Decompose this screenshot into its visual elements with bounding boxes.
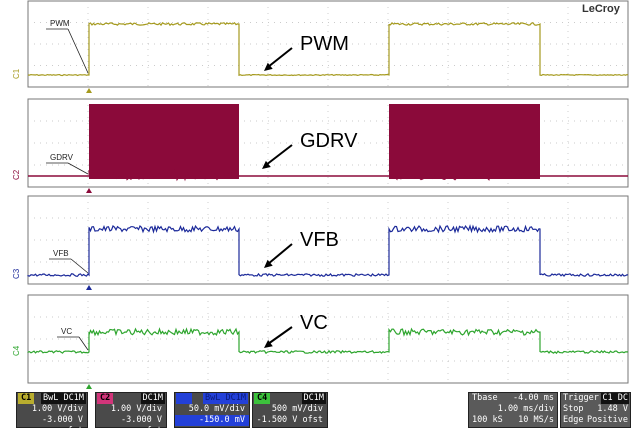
trigger-level: 1.48 V xyxy=(597,404,628,414)
channel-tag: C4 xyxy=(254,393,271,404)
arrow-head-icon xyxy=(262,160,271,169)
channel-box-c3[interactable]: C3 BwL DC1M 50.0 mV/div -150.0 mV xyxy=(174,392,250,428)
channel-box-c4[interactable]: C4 DC1M 500 mV/div -1.500 V ofst xyxy=(252,392,328,428)
channel-marker: C4 xyxy=(12,345,21,356)
coupling-label: BwL DC1M xyxy=(41,393,86,404)
trigger-box[interactable]: Trigger C1 DC Stop 1.48 V Edge Positive xyxy=(560,392,631,428)
timebase-delay: -4.00 ms xyxy=(513,393,554,403)
coupling-label: BwL DC1M xyxy=(203,393,248,404)
channel-marker: C3 xyxy=(12,268,21,279)
trigger-type: Edge xyxy=(563,415,584,425)
volts-per-div: 500 mV/div xyxy=(271,404,323,414)
coupling-label: DC1M xyxy=(140,393,165,404)
volts-per-div: 1.00 V/div xyxy=(110,404,162,414)
arrow-head-icon xyxy=(264,62,273,71)
offset-value: -150.0 mV xyxy=(175,415,249,426)
trigger-channel: C1 DC xyxy=(601,393,629,404)
callout-arrow xyxy=(267,47,293,68)
channel-marker: C2 xyxy=(12,169,21,180)
arrow-head-icon xyxy=(264,340,273,348)
coupling-label: DC1M xyxy=(301,393,326,404)
trigger-position-marker xyxy=(86,384,92,389)
channel-tag: C1 xyxy=(18,393,35,404)
trigger-mode: Stop xyxy=(563,404,584,414)
signal-callout: VC xyxy=(300,312,328,334)
channel-tag: C3 xyxy=(176,393,193,404)
channel-pane-3: C3 VFB VFB xyxy=(12,195,629,290)
channel-pane-1: C1 PWM PWM xyxy=(12,0,629,93)
sample-count: 100 kS xyxy=(472,415,503,425)
channel-tag: C2 xyxy=(97,393,114,404)
channel-box-c1[interactable]: C1 BwL DC1M 1.00 V/div -3.000 V ofst xyxy=(16,392,88,436)
timebase-label: Tbase xyxy=(472,393,498,403)
channel-box-c2[interactable]: C2 DC1M 1.00 V/div -3.000 V ofst xyxy=(95,392,167,436)
arrow-head-icon xyxy=(264,259,273,268)
trigger-position-marker xyxy=(86,88,92,93)
signal-callout: PWM xyxy=(300,33,349,55)
channel-pane-2: C2 GDRV GDRV xyxy=(12,98,629,193)
channel-marker: C1 xyxy=(12,68,21,79)
probe-label: PWM xyxy=(50,19,70,28)
timebase-box[interactable]: Tbase -4.00 ms 1.00 ms/div 100 kS 10 MS/… xyxy=(468,392,558,428)
offset-value: -3.000 V ofst xyxy=(121,415,162,436)
status-bar: C1 BwL DC1M 1.00 V/div -3.000 V ofst C2 … xyxy=(0,390,631,436)
oscilloscope-display: C1 PWM PWM C2 GDRV GDRV C3 VFB VFB C4 VC VC xyxy=(12,0,629,389)
sample-rate: 10 MS/s xyxy=(518,415,554,425)
callout-arrow xyxy=(267,243,293,265)
callout-arrow xyxy=(265,144,293,166)
channel-pane-4: C4 VC VC xyxy=(12,294,629,389)
trigger-label: Trigger xyxy=(563,393,599,403)
trigger-position-marker xyxy=(86,188,92,193)
time-per-div: 1.00 ms/div xyxy=(497,404,554,414)
probe-label: VC xyxy=(61,327,72,336)
signal-callout: VFB xyxy=(300,229,339,251)
probe-label: GDRV xyxy=(50,153,74,162)
trigger-slope: Positive xyxy=(587,415,628,425)
volts-per-div: 1.00 V/div xyxy=(31,404,83,414)
brand-logo: LeCroy xyxy=(582,3,620,15)
probe-label: VFB xyxy=(53,249,69,258)
trigger-position-marker xyxy=(86,285,92,290)
offset-value: -3.000 V ofst xyxy=(42,415,83,436)
signal-callout: GDRV xyxy=(300,130,358,152)
volts-per-div: 50.0 mV/div xyxy=(188,404,245,414)
callout-arrow xyxy=(267,326,293,345)
offset-value: -1.500 V ofst xyxy=(256,415,323,425)
